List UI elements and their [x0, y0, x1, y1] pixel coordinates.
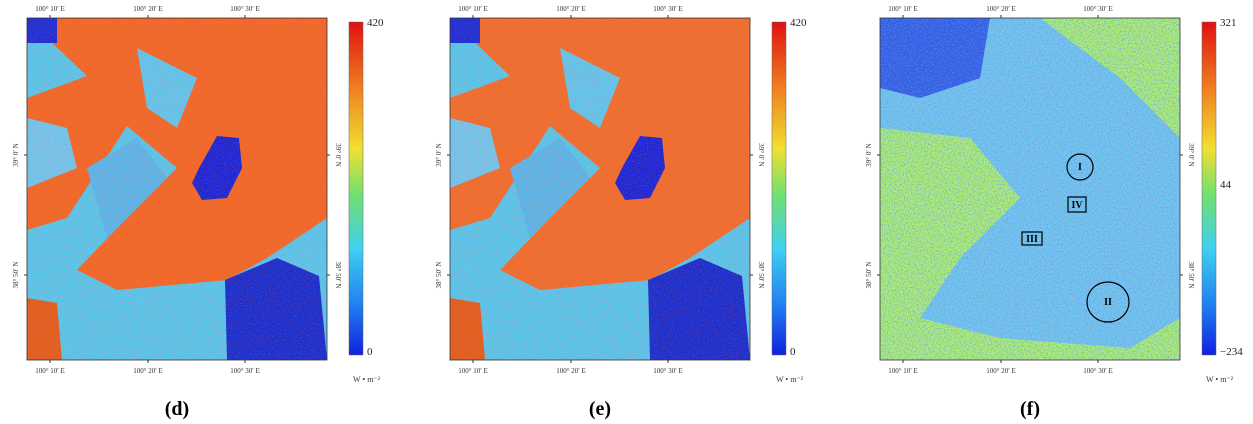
right-tick-label: 38° 50′ N	[757, 262, 765, 289]
bottom-tick-label: 100° 30′ E	[653, 367, 683, 375]
map	[450, 18, 750, 360]
colorbar-label: 321	[1220, 17, 1237, 29]
top-tick-label: 100° 10′ E	[35, 5, 65, 13]
right-tick-label: 38° 50′ N	[1187, 262, 1195, 289]
bottom-tick-label: 100° 20′ E	[556, 367, 586, 375]
map-panel: 100° 10′ E 100° 20′ E 100° 30′ E 100° 10′ E…	[865, 5, 1243, 420]
right-tick-label: 39° 0′ N	[334, 143, 342, 166]
right-tick-label: 39° 0′ N	[1187, 143, 1195, 166]
map	[27, 18, 327, 360]
bottom-tick-label: 100° 20′ E	[133, 367, 163, 375]
top-tick-label: 100° 20′ E	[556, 5, 586, 13]
annotation-label: I	[1078, 162, 1082, 173]
bottom-tick-label: 100° 30′ E	[230, 367, 260, 375]
unit-label: W • m⁻²	[776, 375, 804, 384]
annotation-shape	[1066, 153, 1094, 181]
unit-label: W • m⁻²	[1206, 375, 1234, 384]
colorbar-label: 0	[790, 346, 796, 358]
bottom-tick-label: 100° 10′ E	[458, 367, 488, 375]
bottom-tick-label: 100° 10′ E	[35, 367, 65, 375]
map-frame	[449, 17, 751, 361]
left-tick-label: 38° 50′ N	[12, 262, 20, 289]
colorbar	[1201, 21, 1217, 356]
top-tick-label: 100° 20′ E	[133, 5, 163, 13]
colorbar	[771, 21, 787, 356]
map	[880, 18, 1180, 360]
top-tick-label: 100° 20′ E	[986, 5, 1016, 13]
map-panel: 100° 10′ E 100° 20′ E 100° 30′ E 100° 10′ E…	[12, 5, 384, 420]
annotation-shape	[1086, 281, 1130, 323]
annotation-label: III	[1026, 234, 1038, 245]
colorbar-label: 420	[790, 17, 807, 29]
left-tick-label: 39° 0′ N	[865, 143, 873, 166]
left-tick-label: 39° 0′ N	[12, 143, 20, 166]
top-tick-label: 100° 30′ E	[1083, 5, 1113, 13]
top-tick-label: 100° 30′ E	[653, 5, 683, 13]
right-tick-label: 38° 50′ N	[334, 262, 342, 289]
colorbar-label: 0	[367, 346, 373, 358]
top-tick-label: 100° 30′ E	[230, 5, 260, 13]
colorbar-label: 44	[1220, 179, 1232, 191]
colorbar-label: 420	[367, 17, 384, 29]
panel-caption: (e)	[589, 398, 611, 420]
texture	[880, 18, 1180, 360]
left-tick-label: 39° 0′ N	[435, 143, 443, 166]
unit-label: W • m⁻²	[353, 375, 381, 384]
bottom-tick-label: 100° 30′ E	[1083, 367, 1113, 375]
texture	[27, 18, 327, 360]
texture	[450, 18, 750, 360]
annotation-shape	[1021, 231, 1043, 246]
bottom-tick-label: 100° 20′ E	[986, 367, 1016, 375]
top-tick-label: 100° 10′ E	[888, 5, 918, 13]
colorbar-label: −234	[1220, 346, 1243, 358]
annotation-shape	[1067, 196, 1087, 213]
right-tick-label: 39° 0′ N	[757, 143, 765, 166]
annotation-label: II	[1104, 297, 1112, 308]
map-panel: 100° 10′ E 100° 20′ E 100° 30′ E 100° 10′ E…	[435, 5, 807, 420]
left-tick-label: 38° 50′ N	[865, 262, 873, 289]
top-tick-label: 100° 10′ E	[458, 5, 488, 13]
panel-caption: (f)	[1020, 398, 1040, 420]
map-frame	[26, 17, 328, 361]
left-tick-label: 38° 50′ N	[435, 262, 443, 289]
annotation-label: IV	[1071, 200, 1083, 211]
panel-caption: (d)	[165, 398, 189, 420]
bottom-tick-label: 100° 10′ E	[888, 367, 918, 375]
colorbar	[348, 21, 364, 356]
map-frame	[879, 17, 1181, 361]
